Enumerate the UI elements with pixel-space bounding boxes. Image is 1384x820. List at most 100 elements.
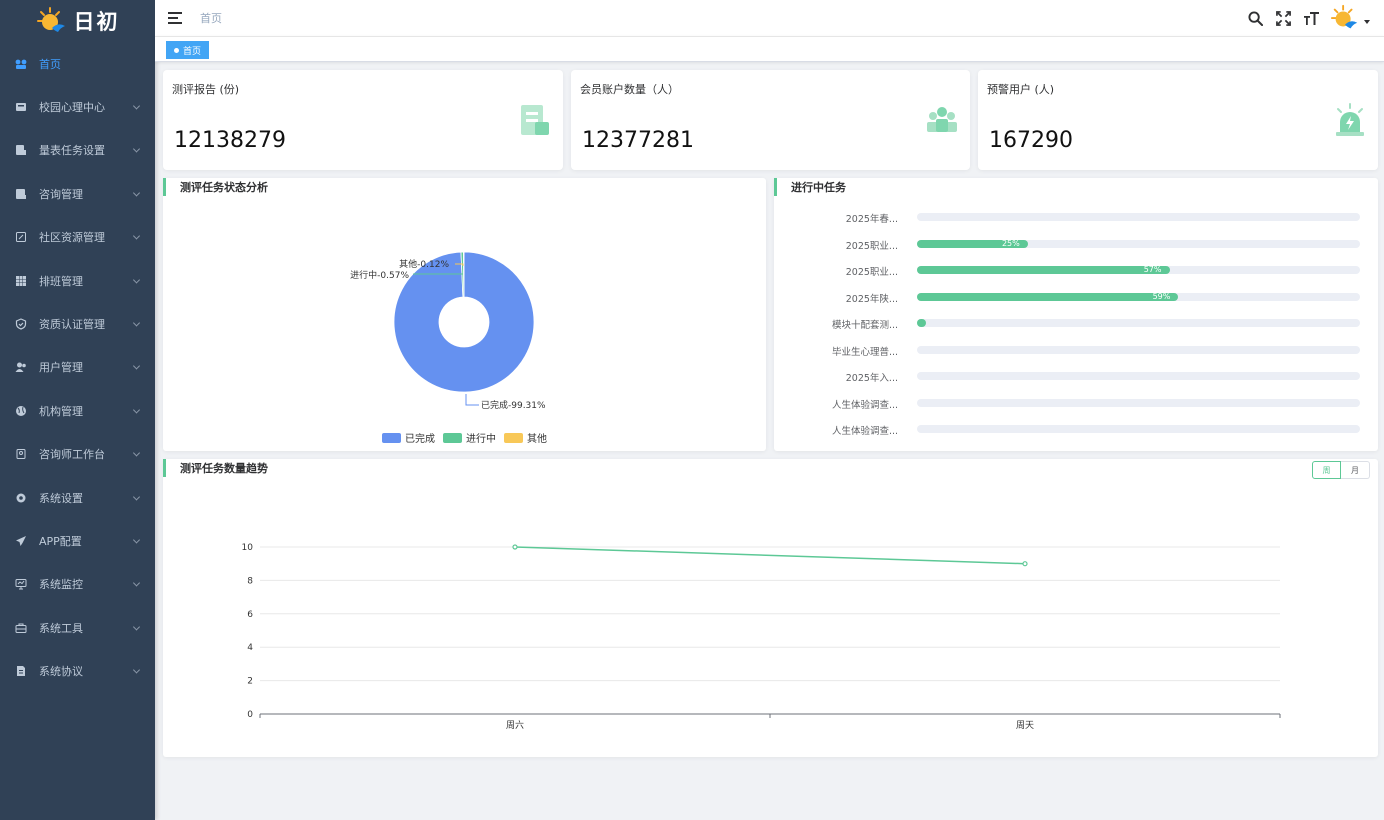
task-row[interactable]: 人生体验调查... xyxy=(774,397,1378,411)
legend-item[interactable]: 已完成 xyxy=(382,430,435,445)
line-chart: 0 2 4 6 8 10 周六 周天 xyxy=(242,543,1281,731)
tool-icon xyxy=(15,622,27,634)
task-percent: 59% xyxy=(1152,291,1171,301)
stat-title: 会员账户数量（人） xyxy=(580,83,679,96)
sidebar-item-3[interactable]: 咨询管理 xyxy=(0,172,155,215)
pie-slice[interactable] xyxy=(393,251,535,393)
sidebar-item-5[interactable]: 排班管理 xyxy=(0,259,155,302)
chevron-down-icon xyxy=(132,406,141,414)
chevron-down-icon xyxy=(1364,20,1370,24)
sidebar-item-label: 资质认证管理 xyxy=(39,318,105,332)
sidebar-item-label: 社区资源管理 xyxy=(39,231,105,245)
chevron-down-icon xyxy=(132,276,141,284)
task-row[interactable]: 2025年陕... 59% xyxy=(774,291,1378,305)
data-point[interactable] xyxy=(1022,561,1028,567)
sidebar-item-11[interactable]: APP配置 xyxy=(0,519,155,562)
sidebar-item-2[interactable]: 量表任务设置 xyxy=(0,129,155,172)
sidebar-item-10[interactable]: 系统设置 xyxy=(0,476,155,519)
stat-card-alerts: 预警用户 (人) 167290 xyxy=(978,70,1378,170)
user-avatar[interactable] xyxy=(1330,3,1370,33)
task-label: 2025年春... xyxy=(845,214,898,225)
sidebar-item-label: 系统设置 xyxy=(39,491,83,505)
fullscreen-icon[interactable] xyxy=(1274,9,1292,27)
stat-title: 测评报告 (份) xyxy=(172,83,240,96)
sidebar-item-7[interactable]: 用户管理 xyxy=(0,346,155,389)
sidebar-item-label: 量表任务设置 xyxy=(39,144,105,158)
task-track xyxy=(917,425,1360,433)
task-track xyxy=(917,319,1360,327)
period-toggle: 周 月 xyxy=(1312,461,1370,479)
sidebar-item-label: APP配置 xyxy=(39,534,82,548)
y-tick-label: 8 xyxy=(247,576,253,586)
legend-swatch xyxy=(443,432,462,443)
sidebar-item-12[interactable]: 系统监控 xyxy=(0,563,155,606)
task-row[interactable]: 2025职业... 57% xyxy=(774,264,1378,278)
y-tick-label: 6 xyxy=(247,610,253,620)
legend-item[interactable]: 进行中 xyxy=(443,430,496,445)
task-row[interactable]: 2025职业... 25% xyxy=(774,238,1378,252)
search-icon[interactable] xyxy=(1246,9,1264,27)
sidebar-item-label: 系统协议 xyxy=(39,665,83,679)
sidebar-item-6[interactable]: 资质认证管理 xyxy=(0,302,155,345)
task-track: 57% xyxy=(917,265,1360,274)
sidebar-item-13[interactable]: 系统工具 xyxy=(0,606,155,649)
sidebar-item-14[interactable]: 系统协议 xyxy=(0,649,155,692)
font-size-icon[interactable] xyxy=(1302,9,1320,27)
toggle-month[interactable]: 月 xyxy=(1341,461,1370,479)
hamburger-icon[interactable] xyxy=(168,11,182,25)
chevron-down-icon xyxy=(132,232,141,240)
stat-value: 167290 xyxy=(989,128,1073,153)
panel-title: 测评任务数量趋势 xyxy=(163,459,268,477)
task-track: 25% xyxy=(917,238,1360,248)
stat-value: 12377281 xyxy=(582,128,694,153)
monitor-icon xyxy=(15,578,27,590)
task-track xyxy=(917,345,1360,354)
task-bar: 57% xyxy=(917,265,1170,274)
task-row[interactable]: 人生体验调查... xyxy=(774,423,1378,437)
sidebar-item-1[interactable]: 校园心理中心 xyxy=(0,85,155,128)
pie-label: 其他-0.12% xyxy=(399,258,449,270)
sidebar-item-9[interactable]: 咨询师工作台 xyxy=(0,433,155,476)
stat-title: 预警用户 (人) xyxy=(987,83,1055,96)
task-row[interactable]: 2025年春... xyxy=(774,211,1378,225)
breadcrumb[interactable]: 首页 xyxy=(200,12,222,25)
task-label: 2025年陕... xyxy=(845,293,898,305)
edit-icon xyxy=(15,231,27,243)
legend-label: 进行中 xyxy=(466,434,496,445)
logo-text: 日初 xyxy=(73,10,120,34)
sidebar-item-4[interactable]: 社区资源管理 xyxy=(0,216,155,259)
user-icon xyxy=(15,361,27,373)
form-icon xyxy=(15,144,27,156)
tasks-panel: 进行中任务 2025年春... 2025职业... 25% 2025职业... 57% 2… xyxy=(774,178,1378,451)
series-line xyxy=(514,546,1026,565)
tags-view: 首页 xyxy=(155,36,1384,62)
dot-icon xyxy=(174,47,179,53)
task-row[interactable]: 2025年入... xyxy=(774,370,1378,384)
sidebar-item-label: 首页 xyxy=(39,57,61,71)
task-row[interactable]: 毕业生心理普... xyxy=(774,344,1378,358)
pie-label: 进行中-0.57% xyxy=(350,269,409,281)
pie-label: 已完成-99.31% xyxy=(481,399,546,411)
tag-home[interactable]: 首页 xyxy=(166,41,210,59)
pie-slice[interactable] xyxy=(463,251,465,298)
legend-item[interactable]: 其他 xyxy=(504,430,547,445)
chevron-down-icon xyxy=(132,319,141,327)
task-row[interactable]: 模块十配套测... xyxy=(774,317,1378,331)
sidebar-item-label: 排班管理 xyxy=(39,274,83,288)
task-label: 2025职业... xyxy=(845,267,898,278)
data-point[interactable] xyxy=(512,544,518,550)
alarm-icon xyxy=(1336,103,1364,136)
sidebar-item-8[interactable]: 机构管理 xyxy=(0,389,155,432)
chevron-down-icon xyxy=(132,493,141,501)
task-percent: 25% xyxy=(1001,238,1020,248)
panel-title: 测评任务状态分析 xyxy=(163,178,268,196)
sidebar-item-0[interactable]: 首页 xyxy=(0,42,155,85)
task-bar: 59% xyxy=(917,291,1179,301)
task-label: 毕业生心理普... xyxy=(831,346,898,358)
logo[interactable]: 日初 xyxy=(0,0,155,42)
table-icon xyxy=(15,275,27,287)
task-track xyxy=(917,372,1360,380)
sidebar-item-label: 机构管理 xyxy=(39,404,83,418)
toggle-week[interactable]: 周 xyxy=(1312,461,1341,479)
chevron-down-icon xyxy=(132,145,141,154)
